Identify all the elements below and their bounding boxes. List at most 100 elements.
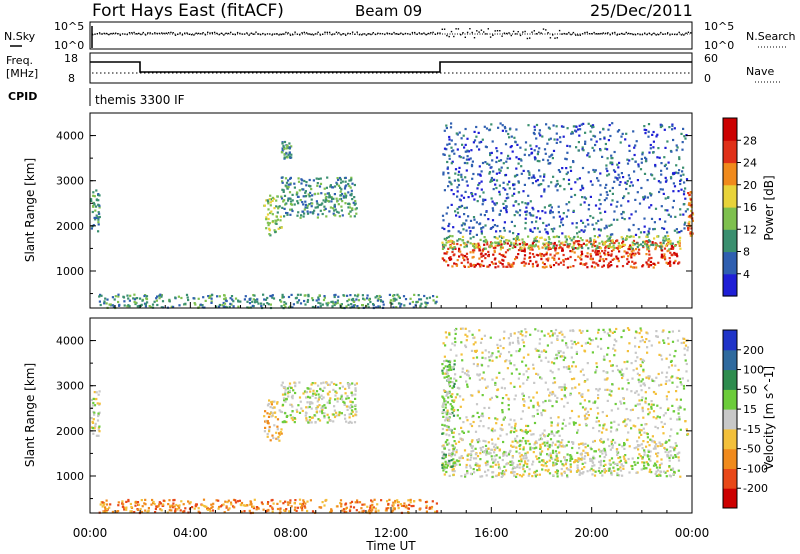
- range-gate-cell: [105, 511, 108, 514]
- range-gate-cell: [268, 227, 271, 230]
- range-gate-cell: [624, 138, 627, 141]
- range-gate-cell: [495, 376, 498, 379]
- range-gate-cell: [332, 212, 335, 215]
- range-gate-cell: [244, 504, 247, 507]
- range-gate-cell: [358, 511, 361, 514]
- range-gate-cell: [622, 240, 625, 243]
- range-gate-cell: [391, 294, 395, 297]
- range-gate-cell: [589, 459, 592, 462]
- range-gate-cell: [542, 221, 545, 225]
- range-gate-cell: [329, 184, 332, 187]
- range-gate-cell: [531, 242, 534, 245]
- range-gate-cell: [610, 254, 613, 257]
- range-gate-cell: [606, 438, 610, 441]
- range-gate-cell: [580, 219, 583, 222]
- range-gate-cell: [478, 464, 481, 467]
- range-gate-cell: [643, 461, 646, 464]
- range-gate-cell: [663, 256, 667, 259]
- range-gate-cell: [508, 230, 511, 233]
- range-gate-cell: [495, 230, 498, 233]
- range-gate-cell: [283, 157, 286, 160]
- range-gate-cell: [478, 244, 481, 247]
- range-gate-cell: [660, 253, 663, 256]
- range-gate-cell: [467, 453, 470, 456]
- nsky-point: [98, 32, 101, 34]
- range-gate-cell: [499, 122, 502, 125]
- nsky-point: [232, 33, 234, 35]
- nsky-point: [368, 33, 370, 35]
- range-gate-cell: [267, 402, 270, 406]
- range-gate-cell: [499, 159, 503, 162]
- range-gate-cell: [272, 502, 275, 505]
- colorbar-tick-label: 8: [743, 246, 750, 259]
- range-gate-cell: [443, 424, 446, 427]
- range-gate-cell: [369, 504, 372, 507]
- range-gate-cell: [501, 411, 504, 414]
- range-gate-cell: [591, 245, 594, 248]
- nsky-point: [469, 28, 471, 30]
- range-gate-cell: [342, 294, 345, 297]
- nsky-point: [662, 33, 664, 35]
- range-gate-cell: [454, 168, 458, 171]
- range-gate-cell: [346, 300, 349, 303]
- range-gate-cell: [652, 228, 655, 231]
- range-gate-cell: [515, 255, 518, 259]
- range-gate-cell: [353, 305, 356, 309]
- range-gate-cell: [541, 468, 544, 471]
- range-gate-cell: [452, 385, 455, 388]
- range-gate-cell: [517, 340, 520, 343]
- range-gate-cell: [228, 507, 231, 510]
- range-gate-cell: [168, 499, 171, 502]
- range-gate-cell: [469, 466, 472, 469]
- range-gate-cell: [582, 242, 585, 245]
- range-gate-cell: [446, 393, 449, 396]
- range-gate-cell: [453, 152, 456, 155]
- range-gate-cell: [300, 182, 303, 185]
- range-gate-cell: [678, 157, 681, 161]
- range-gate-cell: [90, 227, 93, 230]
- range-gate-cell: [631, 157, 634, 161]
- range-gate-cell: [121, 505, 124, 508]
- range-gate-cell: [581, 462, 584, 465]
- range-gate-cell: [634, 198, 637, 201]
- range-gate-cell: [606, 148, 609, 151]
- range-gate-cell: [267, 208, 270, 211]
- range-gate-cell: [502, 255, 505, 258]
- range-gate-cell: [537, 184, 540, 187]
- range-gate-cell: [464, 473, 467, 476]
- range-gate-cell: [462, 156, 465, 159]
- range-gate-cell: [633, 243, 636, 246]
- range-gate-cell: [536, 263, 539, 266]
- range-gate-cell: [305, 390, 309, 394]
- nsky-point: [591, 33, 593, 35]
- range-gate-cell: [264, 298, 268, 301]
- range-gate-cell: [569, 243, 572, 246]
- range-gate-cell: [350, 303, 353, 306]
- range-gate-cell: [668, 465, 671, 468]
- range-gate-cell: [229, 302, 232, 305]
- range-gate-cell: [531, 206, 534, 209]
- range-gate-cell: [455, 327, 458, 331]
- range-gate-cell: [170, 305, 173, 308]
- range-gate-cell: [462, 256, 465, 259]
- range-gate-cell: [639, 231, 643, 234]
- range-gate-cell: [673, 471, 676, 474]
- range-gate-cell: [668, 456, 671, 459]
- range-gate-cell: [486, 162, 489, 165]
- range-gate-cell: [546, 142, 549, 145]
- range-gate-cell: [609, 430, 613, 433]
- range-gate-cell: [443, 189, 446, 192]
- range-gate-cell: [575, 222, 578, 225]
- range-gate-cell: [480, 232, 483, 235]
- nsky-point: [342, 33, 345, 35]
- range-gate-cell: [643, 451, 646, 454]
- range-gate-cell: [643, 195, 647, 198]
- nsky-point: [335, 31, 338, 33]
- range-gate-cell: [289, 499, 292, 502]
- range-gate-cell: [453, 363, 456, 366]
- range-gate-cell: [372, 506, 375, 509]
- range-gate-cell: [323, 412, 326, 415]
- range-gate-cell: [680, 341, 683, 345]
- range-gate-cell: [413, 293, 416, 296]
- range-gate-cell: [466, 150, 469, 153]
